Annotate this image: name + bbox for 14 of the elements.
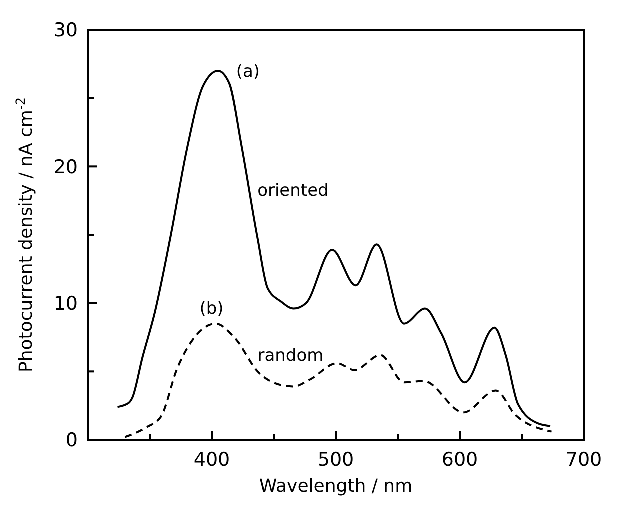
y-tick-label: 10 — [54, 292, 78, 315]
x-tick-label: 500 — [318, 449, 354, 471]
x-axis-title: Wavelength / nm — [259, 476, 413, 497]
annotation: (b) — [200, 298, 224, 319]
x-tick-label: 700 — [566, 449, 602, 471]
y-tick-label: 30 — [54, 20, 78, 42]
series-label: random — [258, 346, 324, 366]
annotation: (a) — [236, 62, 260, 82]
y-tick-label: 0 — [66, 430, 78, 452]
x-tick-label: 400 — [194, 449, 230, 471]
y-tick-label: 20 — [54, 156, 78, 178]
line-series — [124, 322, 553, 438]
x-tick-label: 600 — [442, 449, 478, 471]
series-label: oriented — [258, 180, 329, 201]
